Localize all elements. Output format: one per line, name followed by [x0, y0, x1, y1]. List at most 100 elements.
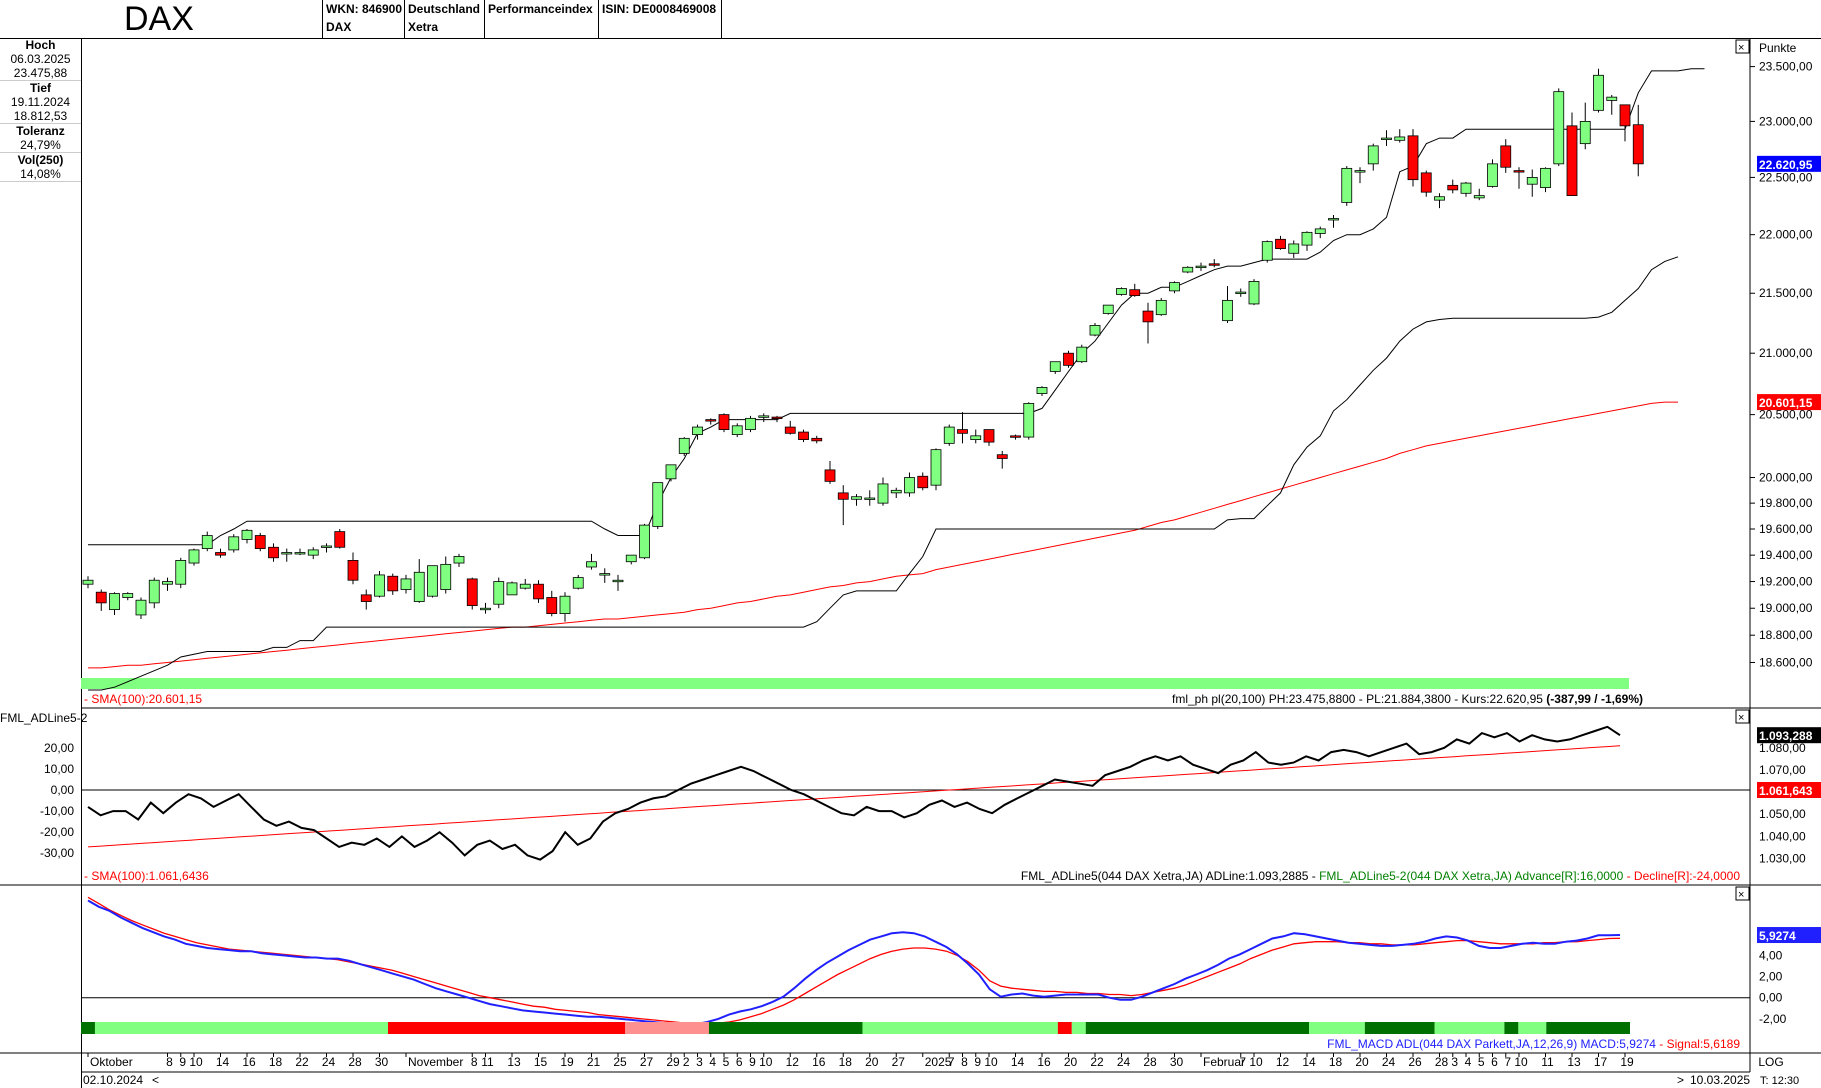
- candle-body: [652, 482, 664, 527]
- index-short: DAX: [326, 20, 352, 34]
- candle-body: [1235, 291, 1247, 294]
- stat-value: 24,79%: [20, 138, 61, 152]
- support-line: [88, 256, 1679, 691]
- price-sma-legend: - SMA(100):20.601,15: [84, 692, 202, 706]
- y-tick-label: 19.800,00: [1759, 496, 1813, 510]
- candle-body: [1540, 167, 1551, 189]
- stats-panel: Hoch 06.03.2025 23.475,88 Tief 19.11.202…: [0, 38, 82, 1088]
- resistance-line: [88, 68, 1705, 546]
- macd-state-segment: [625, 1022, 709, 1034]
- time-label: T: 12:30: [1760, 1075, 1799, 1087]
- candle-body: [466, 578, 478, 606]
- candle-body: [1394, 136, 1406, 141]
- y-tick-label: 0,00: [1759, 991, 1783, 1005]
- y-tick-label: 20.000,00: [1759, 471, 1813, 485]
- x-tick-label: 20: [1355, 1055, 1369, 1069]
- x-tick-label: 10: [1514, 1055, 1528, 1069]
- close-panel-button[interactable]: [1735, 709, 1750, 724]
- candle-body: [890, 489, 902, 494]
- index-type-label: Performanceindex: [488, 2, 593, 16]
- isin-label: ISIN: DE0008469008: [602, 2, 717, 16]
- y-tick-label: 19.000,00: [1759, 601, 1813, 615]
- x-tick-label: 12: [786, 1055, 800, 1069]
- x-tick-label: 4: [709, 1055, 716, 1069]
- stat-volatility: Vol(250) 14,08%: [0, 153, 81, 182]
- candle-body: [1288, 243, 1300, 254]
- price-panel: 18.600,00 18.800,00 19.000,00 19.200,00 19.4…: [81, 60, 1821, 691]
- candle-body: [1367, 145, 1379, 165]
- signal-line: [87, 896, 1621, 1025]
- candle-body: [307, 549, 319, 556]
- y-axis-title: Punkte: [1759, 41, 1797, 55]
- ad-sma-badge-label: 1.061,643: [1759, 784, 1813, 798]
- country-label: Deutschland: [408, 2, 481, 16]
- candle-body: [1182, 266, 1194, 273]
- macd-state-segment: [1085, 1022, 1310, 1034]
- wkn-label: WKN: 846900: [326, 2, 403, 16]
- candle-body: [334, 531, 346, 548]
- scroll-left-button[interactable]: <: [152, 1073, 159, 1087]
- candle-body: [1076, 346, 1088, 363]
- x-tick-label: 22: [295, 1055, 309, 1069]
- y-tick-label: 1.080,00: [1759, 741, 1806, 755]
- candle-body: [506, 582, 518, 596]
- close-panel-button[interactable]: [1735, 886, 1750, 901]
- price-legend-text: fml_ph pl(20,100) PH:23.475,8800 - PL:21…: [1172, 692, 1546, 706]
- ad-sma-legend: - SMA(100):1.061,6436: [84, 869, 209, 883]
- x-tick-label: Februar: [1203, 1055, 1245, 1069]
- candle-body: [281, 552, 293, 555]
- x-tick-label: 20: [1064, 1055, 1078, 1069]
- candle-body: [254, 535, 266, 549]
- x-tick-label: 27: [892, 1055, 906, 1069]
- candle-body: [917, 475, 929, 489]
- x-tick-label: 6: [736, 1055, 743, 1069]
- candle-body: [599, 573, 611, 576]
- candle-body: [1010, 435, 1021, 438]
- scroll-right-button[interactable]: >: [1677, 1073, 1684, 1087]
- y-tick-label: 18.800,00: [1759, 628, 1813, 642]
- candle-body: [1354, 170, 1366, 173]
- y-tick-label: 1.050,00: [1759, 807, 1806, 821]
- x-tick-label: 10: [1249, 1055, 1263, 1069]
- candle-body: [559, 595, 571, 615]
- candle-body: [374, 574, 385, 597]
- header-cell-type: Performanceindex: [484, 0, 598, 38]
- candle-body: [321, 545, 332, 548]
- stat-label: Tief: [29, 81, 52, 95]
- price-legend: fml_ph pl(20,100) PH:23.475,8800 - PL:21…: [1172, 692, 1643, 706]
- stat-label: Hoch: [25, 38, 56, 52]
- candle-body: [877, 483, 889, 504]
- y-tick-label: 20.500,00: [1759, 408, 1813, 422]
- stat-high: Hoch 06.03.2025 23.475,88: [0, 38, 81, 81]
- candle-body: [122, 593, 134, 598]
- candle-body: [453, 556, 465, 564]
- stat-value: 06.03.2025: [10, 52, 71, 66]
- candle-body: [1142, 310, 1154, 323]
- candle-body: [347, 560, 359, 581]
- x-tick-label: 16: [812, 1055, 826, 1069]
- macd-state-segment: [862, 1022, 1058, 1034]
- close-icon: ×: [1738, 42, 1744, 54]
- close-panel-button[interactable]: [1735, 39, 1750, 54]
- y-tick-label: -2,00: [1759, 1012, 1787, 1026]
- y-tick-label: 19.400,00: [1759, 548, 1813, 562]
- candle-body: [837, 492, 849, 500]
- candle-body: [983, 429, 995, 443]
- candle-body: [480, 607, 491, 611]
- candle-body: [1155, 299, 1167, 316]
- y-tick-label: 1.030,00: [1759, 852, 1806, 866]
- x-tick-label: 10: [189, 1055, 203, 1069]
- candle-body: [400, 578, 412, 590]
- x-tick-label: 19: [560, 1055, 574, 1069]
- candle-body: [1328, 218, 1339, 221]
- candle-body: [957, 429, 968, 434]
- candle-body: [519, 583, 531, 589]
- log-toggle[interactable]: LOG: [1758, 1055, 1783, 1069]
- y-tick-label: 21.000,00: [1759, 346, 1813, 360]
- sma-badge-label: 20.601,15: [1759, 396, 1813, 410]
- x-tick-label: 18: [269, 1055, 283, 1069]
- price-change-text: (-387,99 / -1,69%): [1546, 692, 1643, 706]
- x-tick-label: 24: [1117, 1055, 1131, 1069]
- candle-body: [943, 426, 955, 444]
